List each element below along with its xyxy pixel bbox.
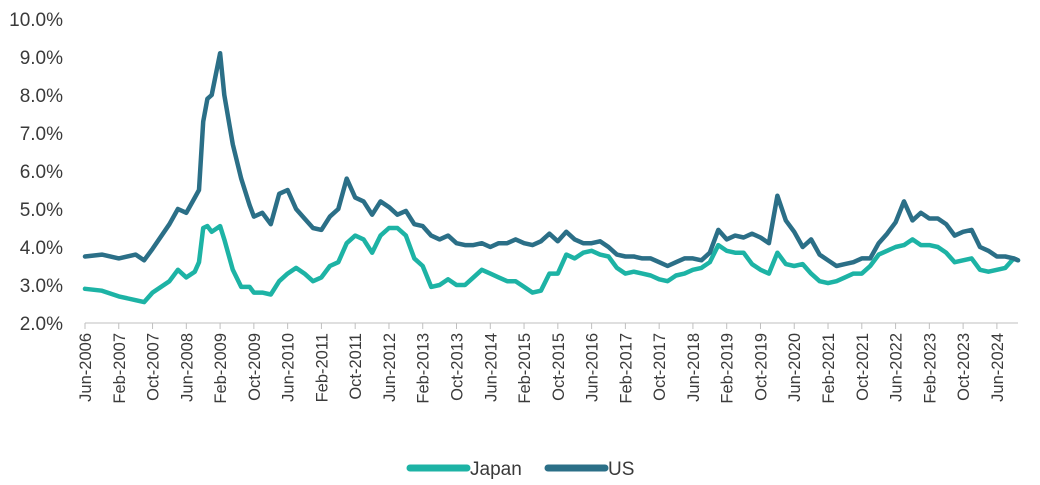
legend-label-us: US [608,459,634,480]
x-tick-label: Jun-2010 [280,333,298,402]
x-tick-label: Oct-2013 [449,333,467,401]
x-tick-label: Jun-2012 [381,333,399,402]
x-tick-label: Oct-2023 [955,333,973,401]
x-tick-label: Oct-2011 [347,333,365,400]
series-line-us [82,50,1021,269]
x-tick-label: Jun-2024 [989,333,1007,402]
series-line-japan [82,223,1021,305]
x-tick-label: Jun-2008 [178,333,196,402]
series-lines [82,50,1021,305]
legend-label-japan: Japan [470,459,522,480]
x-tick-label: Oct-2015 [550,333,568,401]
x-tick-label: Jun-2016 [584,333,602,402]
x-tick-label: Feb-2011 [313,333,331,402]
x-tick-label: Oct-2009 [246,333,264,401]
x-tick-label: Jun-2020 [786,333,804,402]
x-tick-label: Jun-2018 [685,333,703,402]
y-tick-label: 9.0% [20,48,63,69]
legend: Japan US [406,459,634,480]
x-tick-label: Oct-2017 [651,333,669,401]
y-tick-label: 2.0% [20,314,63,335]
y-axis-tick-labels: 2.0% 3.0% 4.0% 5.0% 6.0% 7.0% 8.0% 9.0% 10.0% [9,10,63,335]
x-tick-label: Feb-2007 [111,333,129,404]
y-tick-label: 3.0% [20,276,63,297]
y-tick-label: 10.0% [9,10,63,31]
x-tick-label: Oct-2019 [752,333,770,401]
x-tick-label: Feb-2021 [820,333,838,404]
x-tick-label: Feb-2023 [921,333,939,404]
x-tick-label: Feb-2019 [719,333,737,404]
x-tick-label: Jun-2014 [482,333,500,402]
y-tick-label: 6.0% [20,162,63,183]
y-tick-label: 5.0% [20,200,63,221]
x-tick-label: Feb-2017 [617,333,635,404]
x-tick-label: Feb-2013 [415,333,433,404]
x-tick-label: Oct-2021 [854,333,872,401]
x-axis-ticks [84,323,998,329]
y-tick-label: 4.0% [20,238,63,259]
x-tick-label: Feb-2015 [516,333,534,404]
y-tick-label: 8.0% [20,86,63,107]
x-tick-label: Jun-2022 [888,333,906,402]
x-axis-tick-labels: Jun-2006 Feb-2007 Oct-2007 Jun-2008 Feb-2009… [77,333,1007,404]
x-tick-label: Jun-2006 [77,333,95,402]
y-tick-label: 7.0% [20,124,63,145]
x-tick-label: Oct-2007 [145,333,163,401]
x-tick-label: Feb-2009 [212,333,230,404]
